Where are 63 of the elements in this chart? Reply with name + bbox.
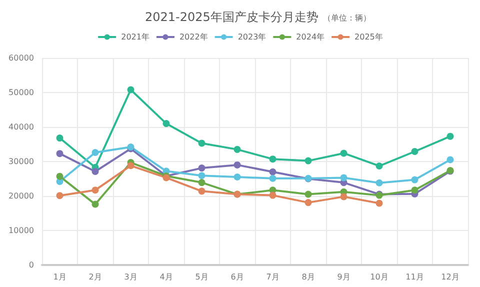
legend-label: 2022年	[179, 32, 208, 42]
point	[411, 148, 418, 155]
point	[198, 179, 206, 186]
point	[198, 164, 206, 172]
x-tick-label: 1月	[53, 272, 66, 282]
chart-subtitle: （单位：辆）	[323, 14, 371, 22]
x-tick-label: 9月	[337, 272, 350, 282]
point	[304, 157, 312, 164]
point	[411, 186, 418, 194]
point	[340, 174, 348, 182]
point	[376, 200, 383, 207]
point	[56, 134, 64, 142]
point	[92, 200, 99, 208]
point	[269, 156, 276, 163]
point	[127, 86, 134, 94]
y-tick-label: 10000	[8, 226, 34, 235]
point	[92, 149, 99, 156]
legend-label: 2021年	[121, 32, 150, 42]
point	[56, 192, 64, 200]
legend-label: 2023年	[238, 32, 266, 42]
point	[269, 174, 276, 182]
point	[234, 161, 241, 168]
point	[198, 188, 206, 195]
x-tick-label: 12月	[441, 272, 460, 282]
y-tick-label: 30000	[8, 157, 34, 166]
point	[269, 192, 276, 199]
point	[234, 174, 241, 181]
point	[234, 146, 241, 153]
point	[304, 199, 312, 206]
legend-label: 2024年	[296, 32, 325, 42]
point	[127, 162, 134, 170]
point	[376, 162, 383, 170]
point	[92, 168, 99, 176]
chart-title: 2021-2025年国产皮卡分月走势	[145, 10, 318, 24]
x-tick-label: 11月	[406, 272, 424, 282]
point	[304, 190, 312, 198]
x-tick-label: 8月	[302, 272, 315, 282]
legend-label: 2025年	[354, 32, 383, 42]
point	[56, 172, 64, 180]
point	[198, 140, 206, 147]
x-tick-label: 6月	[230, 272, 244, 282]
x-tick-label: 5月	[195, 272, 208, 282]
point	[340, 150, 348, 157]
y-tick-label: 60000	[8, 54, 34, 62]
point	[376, 179, 383, 186]
point	[92, 186, 99, 194]
point	[340, 193, 348, 200]
x-tick-label: 3月	[124, 272, 138, 282]
point	[446, 156, 454, 164]
y-tick-label: 0	[28, 260, 34, 270]
point	[446, 132, 454, 140]
x-tick-label: 7月	[266, 272, 280, 282]
x-tick-label: 4月	[160, 272, 173, 282]
y-tick-label: 50000	[8, 88, 34, 97]
point	[56, 150, 64, 158]
y-tick-label: 40000	[8, 122, 34, 132]
point	[162, 120, 170, 128]
point	[411, 176, 418, 184]
point	[198, 172, 206, 180]
point	[269, 168, 276, 176]
x-tick-label: 10月	[370, 272, 388, 282]
x-tick-label: 2月	[88, 272, 102, 282]
y-tick-label: 20000	[8, 192, 34, 200]
